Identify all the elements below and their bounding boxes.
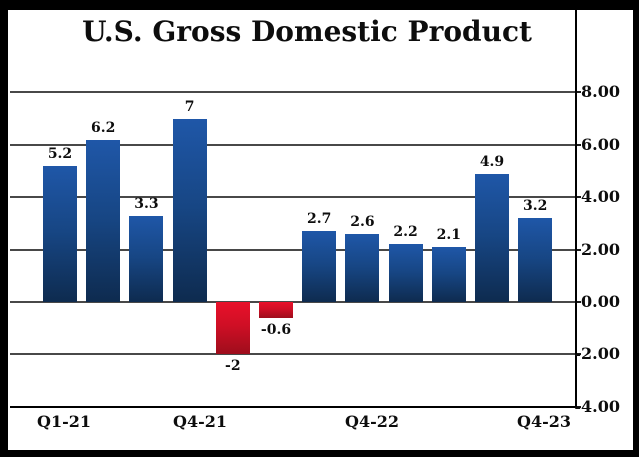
x-axis-tick-label: Q1-21 [37, 412, 91, 431]
bar-negative [259, 302, 293, 318]
y-axis-tick-label: 0.00 [581, 292, 620, 311]
bar-positive [475, 173, 509, 302]
chart-canvas: U.S. Gross Domestic Product 5.2 6.2 3.3 7 -2… [8, 10, 633, 450]
bar-value-label: 3.3 [134, 195, 159, 212]
gridline [10, 353, 575, 356]
bar-value-label: 7 [184, 98, 195, 115]
y-axis-tick-label: 4.00 [581, 187, 620, 207]
bar-positive [302, 231, 337, 302]
y-axis-tick [577, 143, 581, 146]
y-axis-tick [577, 248, 581, 251]
bar-negative [215, 302, 250, 355]
x-axis-tick-label: Q4-22 [345, 412, 399, 431]
plot-area: 5.2 6.2 3.3 7 -2 -0.6 2.7 2.6 2.2 2.1 4.9 3.2 [10, 10, 577, 408]
y-axis-tick [577, 91, 581, 94]
bar-value-label: -0.6 [260, 321, 292, 338]
y-axis-tick [577, 353, 581, 356]
bar-positive [431, 246, 466, 302]
bar-value-label: 4.9 [479, 153, 505, 170]
bar-value-label: 5.2 [47, 145, 73, 162]
y-axis-tick-label: 6.00 [581, 134, 620, 154]
gridline [10, 143, 575, 146]
y-axis-tick-label: 8.00 [581, 82, 620, 102]
bar-value-label: -2 [225, 358, 241, 375]
bar-positive [345, 233, 380, 302]
bar-positive [388, 244, 423, 302]
bar-positive [172, 118, 207, 302]
bar-positive [43, 165, 77, 302]
y-axis-tick-label: 2.00 [581, 239, 620, 259]
bar-value-label: 2.6 [350, 213, 375, 230]
gridline [10, 91, 575, 94]
y-axis-tick-label: -4.00 [574, 396, 620, 416]
bar-value-label: 6.2 [91, 119, 116, 136]
gridline [10, 248, 575, 251]
bar-positive [86, 139, 121, 302]
y-axis-tick [577, 301, 581, 303]
x-axis-tick-label: Q4-21 [173, 412, 227, 431]
bar-positive [129, 215, 164, 302]
bar-value-label: 2.2 [393, 224, 418, 241]
bar-positive [518, 218, 553, 302]
y-axis-tick [577, 196, 581, 199]
x-axis-tick-label: Q4-23 [517, 412, 571, 431]
chart-title: U.S. Gross Domestic Product [82, 15, 532, 48]
gridline [10, 196, 575, 199]
bar-value-label: 2.7 [307, 211, 332, 228]
bar-value-label: 3.2 [523, 198, 548, 215]
y-axis-tick-label: -2.00 [574, 344, 620, 364]
y-axis-tick [577, 405, 581, 408]
bar-value-label: 2.1 [436, 226, 461, 243]
